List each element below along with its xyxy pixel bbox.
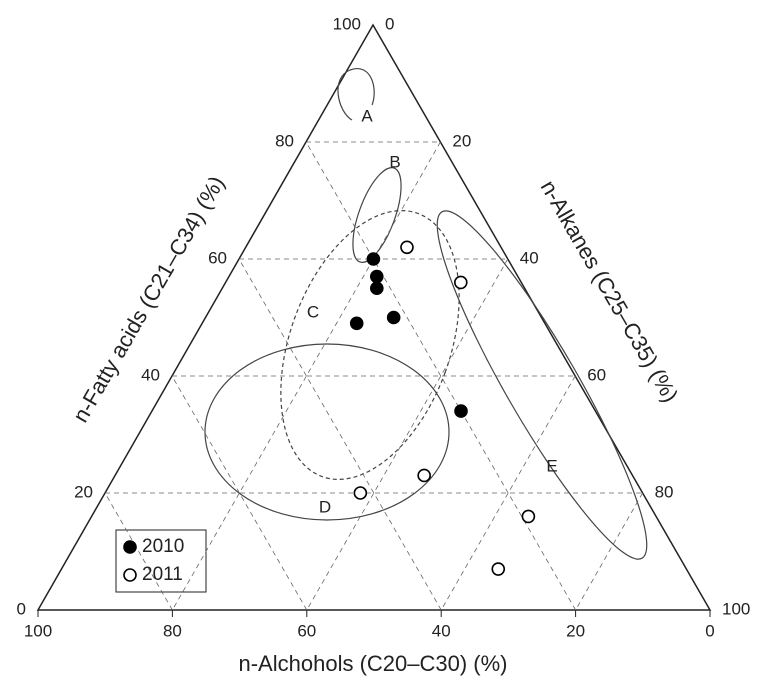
bottom-tick-label: 80 (163, 621, 182, 640)
right-tick-label: 100 (722, 599, 750, 618)
data-point (417, 468, 431, 483)
bottom-tick-label: 20 (566, 621, 585, 640)
region-label: B (389, 152, 400, 171)
data-point (370, 281, 384, 296)
region-label: E (546, 456, 557, 475)
right-tick-label: 20 (452, 131, 471, 150)
region-e (436, 210, 648, 560)
left-tick-label: 60 (208, 248, 227, 267)
legend-marker (123, 540, 137, 554)
data-point (400, 240, 414, 255)
right-tick-label: 40 (520, 248, 539, 267)
legend-marker (123, 568, 137, 582)
right-axis-title: n-Alkanes (C25–C35) (%) (536, 176, 684, 407)
right-tick-label: 80 (655, 482, 674, 501)
grid-line (238, 258, 442, 611)
data-point (369, 269, 384, 284)
data-point (491, 562, 506, 576)
triangle (36, 23, 712, 611)
grid-line (104, 492, 173, 611)
legend-label: 2011 (142, 564, 183, 585)
grid-line (575, 492, 643, 611)
data-point (453, 275, 468, 290)
left-axis-title: n-Fatty acids (C21–C34) (%) (68, 172, 230, 427)
bottom-axis-title: n-Alchohols (C20–C30) (%) (239, 651, 508, 676)
bottom-tick-label: 60 (297, 621, 316, 640)
region-b (352, 167, 402, 263)
left-tick-label: 100 (333, 14, 361, 33)
grid-line (306, 258, 509, 611)
data-point (521, 509, 536, 524)
data-point (366, 252, 381, 266)
data-point (386, 310, 401, 325)
data-point (454, 404, 468, 418)
right-tick-label: 60 (587, 365, 606, 384)
bottom-tick-label: 100 (24, 621, 52, 640)
bottom-tick-label: 40 (432, 621, 451, 640)
bottom-tick-label: 0 (705, 621, 714, 640)
right-tick-label: 0 (385, 14, 394, 33)
left-tick-label: 80 (275, 131, 294, 150)
grid-line (171, 375, 308, 611)
data-point (349, 316, 364, 331)
region-label: C (307, 302, 319, 321)
region-label: D (319, 497, 331, 516)
region-d (204, 343, 450, 521)
legend-label: 2010 (142, 536, 184, 557)
left-tick-label: 40 (141, 365, 160, 384)
region-a (337, 68, 375, 121)
region-label: A (361, 106, 373, 125)
data-point (353, 486, 368, 500)
grid-line (305, 141, 576, 611)
left-tick-label: 20 (74, 482, 93, 501)
left-tick-label: 0 (17, 599, 26, 618)
region-c (280, 210, 460, 480)
